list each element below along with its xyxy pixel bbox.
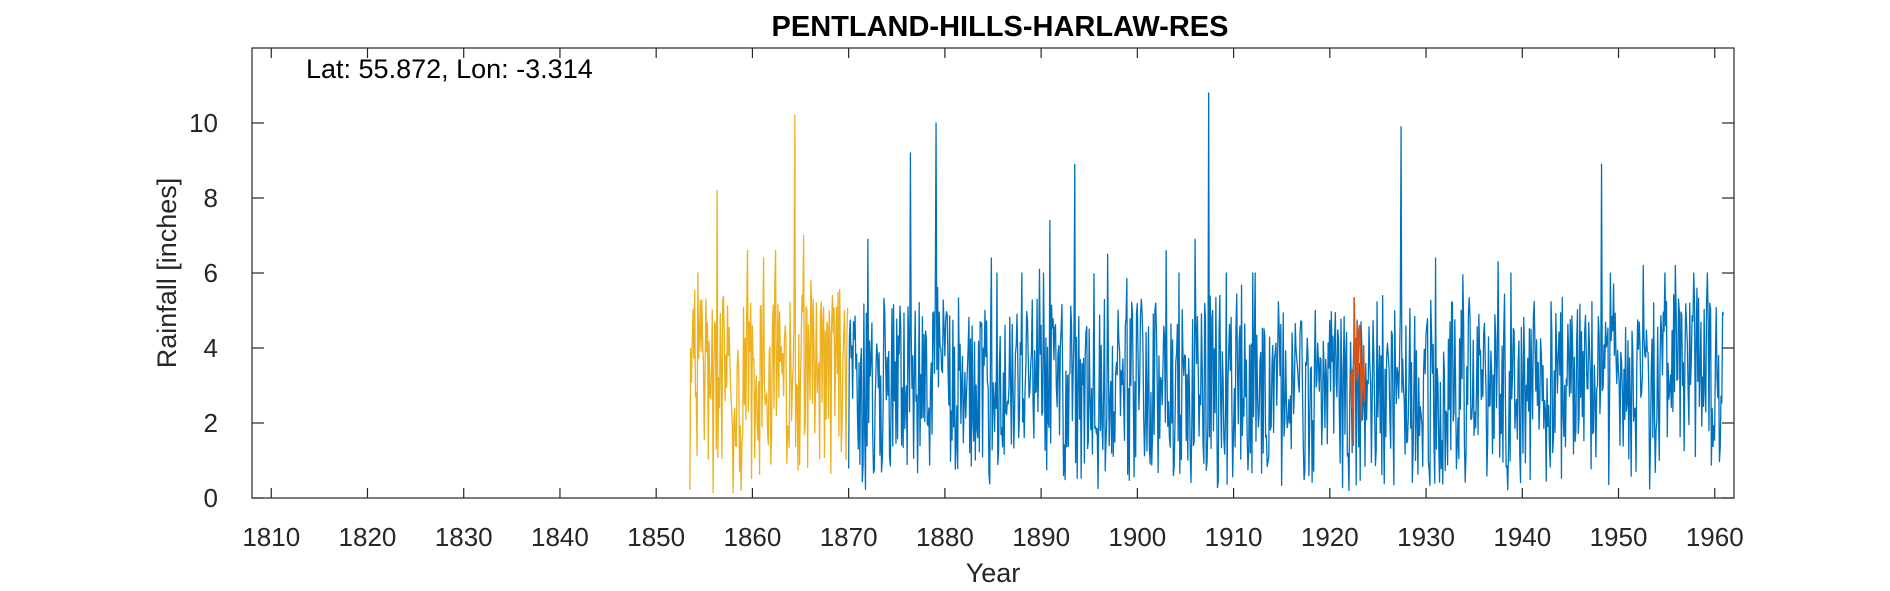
- x-tick-label: 1930: [1397, 522, 1455, 552]
- x-tick-label: 1910: [1205, 522, 1263, 552]
- x-tick-label: 1810: [242, 522, 300, 552]
- x-tick-label: 1870: [820, 522, 878, 552]
- plot-area: 1810 1820 1830 1840 1850 1860 1870 1880 1890 1900…: [189, 47, 1744, 552]
- x-axis-label: Year: [966, 558, 1021, 588]
- series-layer: [689, 92, 1725, 494]
- x-tick-label: 1940: [1493, 522, 1551, 552]
- x-tick-label: 1920: [1301, 522, 1359, 552]
- y-axis-label: Rainfall [inches]: [152, 178, 182, 369]
- x-tick-label: 1840: [531, 522, 589, 552]
- x-tick-label: 1890: [1012, 522, 1070, 552]
- y-tick-label: 0: [204, 483, 218, 513]
- x-tick-label: 1900: [1108, 522, 1166, 552]
- y-tick-label: 4: [204, 333, 218, 363]
- y-tick-label: 6: [204, 258, 218, 288]
- x-tick-label: 1830: [435, 522, 493, 552]
- x-tick-label: 1820: [339, 522, 397, 552]
- series-line: [1350, 296, 1366, 447]
- series-line: [848, 92, 1725, 492]
- x-tick-label: 1850: [627, 522, 685, 552]
- x-tick-label: 1860: [723, 522, 781, 552]
- x-tick-label: 1880: [916, 522, 974, 552]
- chart-title: PENTLAND-HILLS-HARLAW-RES: [772, 11, 1229, 43]
- location-annotation: Lat: 55.872, Lon: -3.314: [306, 54, 593, 84]
- x-tick-label: 1950: [1590, 522, 1648, 552]
- y-tick-label: 10: [189, 108, 218, 138]
- series-line: [689, 114, 849, 494]
- y-axis-ticks: 0 2 4 6 8 10: [189, 108, 1734, 513]
- x-tick-label: 1960: [1686, 522, 1744, 552]
- y-tick-label: 2: [204, 408, 218, 438]
- x-axis-ticks: 1810 1820 1830 1840 1850 1860 1870 1880 1890 1900…: [242, 48, 1744, 552]
- y-tick-label: 8: [204, 183, 218, 213]
